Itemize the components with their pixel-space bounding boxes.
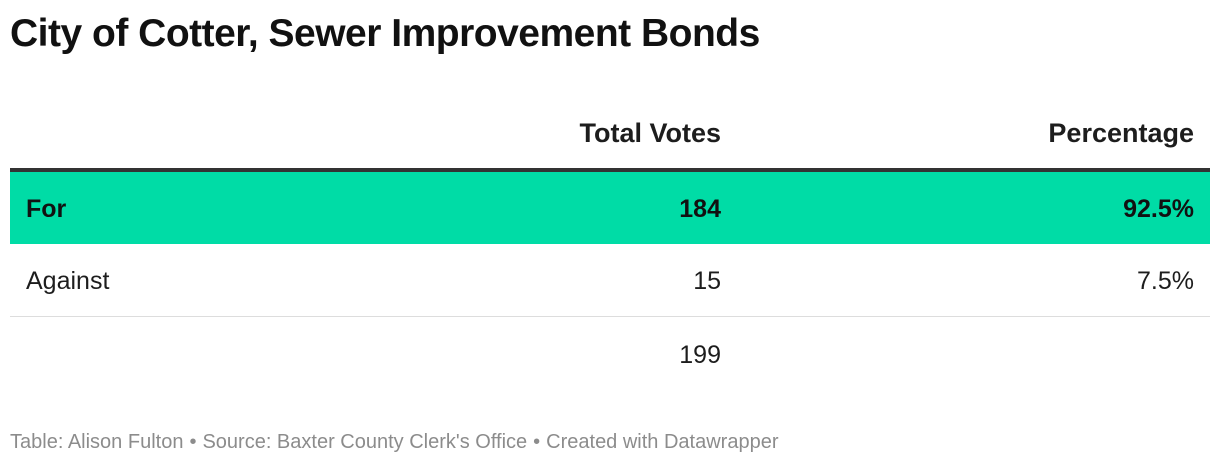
table-credit: Table: Alison Fulton: [10, 431, 184, 453]
results-table: Total Votes Percentage For 184 92.5% Aga…: [10, 100, 1210, 389]
table-row-total: 199: [10, 317, 1210, 389]
source-credit: Source: Baxter County Clerk's Office: [202, 431, 528, 453]
row-percentage: 92.5%: [1123, 195, 1194, 223]
header-divider: [10, 168, 1210, 172]
row-votes: 184: [679, 195, 721, 223]
header-percentage: Percentage: [1048, 118, 1194, 148]
created-with-credit: Created with Datawrapper: [546, 431, 779, 453]
table-title: City of Cotter, Sewer Improvement Bonds: [10, 12, 760, 55]
table-row-for: For 184 92.5%: [10, 172, 1210, 244]
footer-separator: •: [189, 431, 197, 453]
row-label: Against: [26, 267, 110, 295]
row-label: For: [26, 195, 67, 223]
row-divider: [10, 316, 1210, 317]
table-header: Total Votes Percentage: [10, 100, 1210, 168]
total-votes: 199: [679, 341, 721, 369]
table-row-against: Against 15 7.5%: [10, 244, 1210, 316]
row-percentage: 7.5%: [1137, 267, 1194, 295]
footer-credits: Table: Alison Fulton • Source: Baxter Coun…: [10, 431, 779, 454]
row-votes: 15: [693, 267, 721, 295]
header-total-votes: Total Votes: [579, 118, 721, 148]
footer-separator: •: [533, 431, 541, 453]
